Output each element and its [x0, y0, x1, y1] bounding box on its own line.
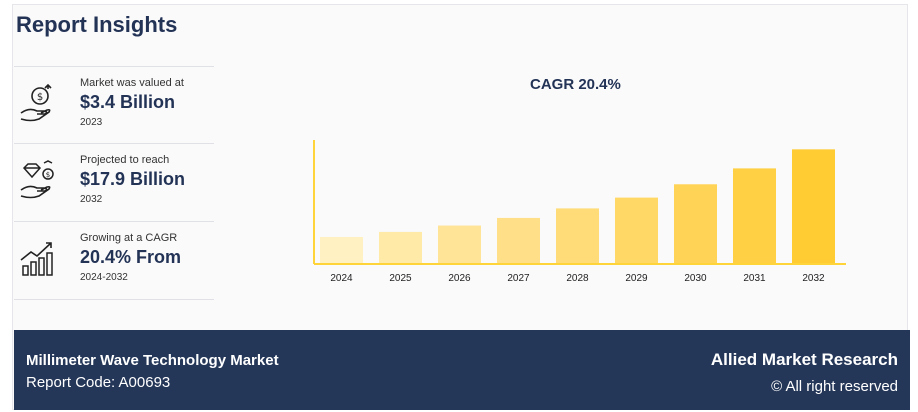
- x-tick-label: 2031: [743, 273, 766, 284]
- bar-2027: [497, 217, 540, 263]
- x-tick-label: 2030: [684, 273, 707, 284]
- bar-2028: [556, 208, 599, 263]
- svg-text:$: $: [37, 92, 43, 103]
- money-hand-icon: $: [20, 83, 52, 122]
- stat-period: 2032: [80, 194, 103, 205]
- stat-cagr: Growing at a CAGR 20.4% From 2024-2032: [14, 222, 214, 300]
- x-tick-label: 2026: [448, 273, 471, 284]
- bar-chart: 2024 2025 2026 2027 2028 2029 2030 2031 2032: [313, 140, 846, 284]
- svg-text:$: $: [46, 171, 50, 179]
- bar-2030: [674, 184, 717, 263]
- x-tick-label: 2024: [330, 273, 353, 284]
- stat-label: Projected to reach: [80, 154, 170, 166]
- growth-chart-icon: [20, 242, 53, 276]
- bar-2024: [320, 236, 363, 263]
- stat-label: Growing at a CAGR: [80, 232, 178, 244]
- bar-2031: [733, 168, 776, 263]
- x-tick-label: 2032: [802, 273, 825, 284]
- bar-2032: [792, 149, 835, 263]
- x-tick-label: 2028: [566, 273, 589, 284]
- stat-value: 20.4% From: [80, 247, 182, 267]
- stat-period: 2023: [80, 117, 103, 128]
- diamond-coin-hand-icon: $: [20, 160, 54, 199]
- stat-projected-value: $ Projected to reach $17.9 Billion 2032: [14, 144, 214, 222]
- page-title: Report Insights: [16, 12, 178, 37]
- copyright-text: © All right reserved: [771, 378, 898, 395]
- bar-2025: [379, 231, 422, 263]
- report-code: Report Code: A00693: [26, 374, 171, 391]
- x-tick-label: 2029: [625, 273, 648, 284]
- bar-2029: [615, 197, 658, 263]
- stat-market-value: $ Market was valued at $3.4 Billion 2023: [14, 66, 214, 144]
- footer-bar: Millimeter Wave Technology Market Report…: [14, 330, 910, 410]
- bar-2026: [438, 225, 481, 263]
- x-tick-label: 2025: [389, 273, 412, 284]
- stat-label: Market was valued at: [80, 77, 184, 89]
- market-name: Millimeter Wave Technology Market: [26, 352, 279, 369]
- chart-title: CAGR 20.4%: [530, 76, 621, 93]
- x-tick-label: 2027: [507, 273, 530, 284]
- stat-value: $3.4 Billion: [80, 92, 176, 112]
- brand-name: Allied Market Research: [710, 350, 898, 369]
- stat-period: 2024-2032: [80, 272, 128, 283]
- stat-value: $17.9 Billion: [80, 169, 186, 189]
